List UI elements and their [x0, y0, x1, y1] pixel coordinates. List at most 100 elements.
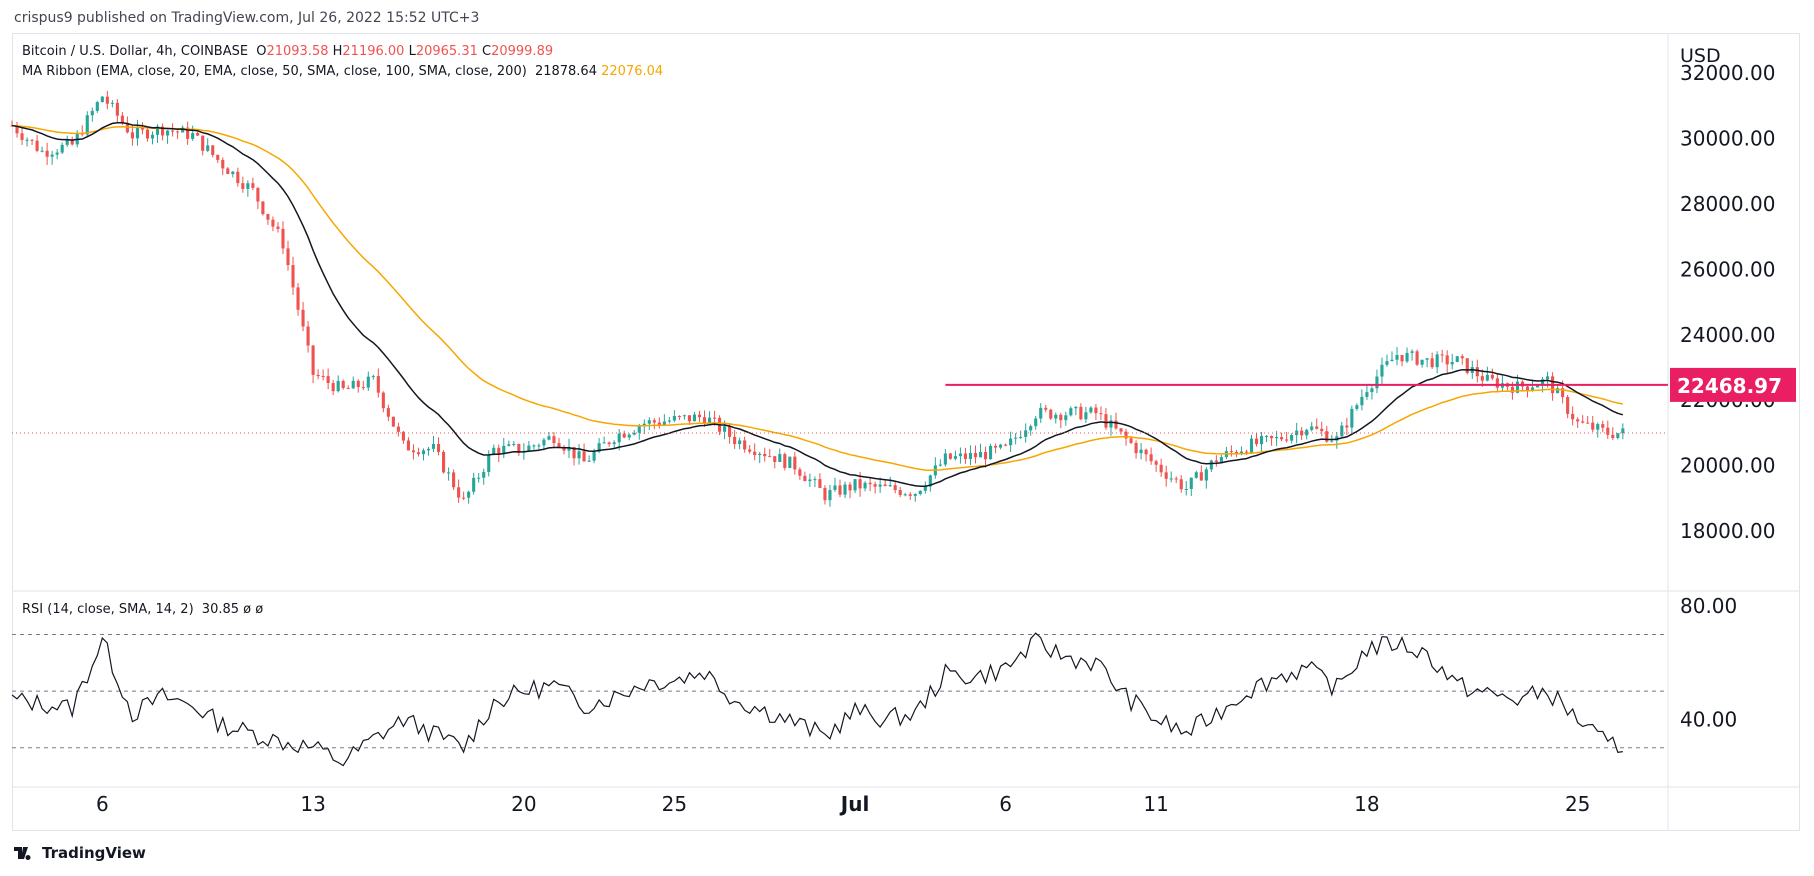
- candle-body: [130, 132, 134, 139]
- candle-body: [923, 486, 927, 491]
- candle-body: [1400, 354, 1404, 362]
- candle-body: [191, 133, 195, 139]
- candle-body: [452, 472, 456, 488]
- candle-body: [140, 127, 145, 130]
- candle-body: [702, 417, 707, 424]
- candle-body: [271, 219, 275, 227]
- candle-body: [1264, 435, 1269, 437]
- candle-body: [948, 453, 952, 459]
- candle-body: [371, 376, 375, 378]
- candle-body: [100, 96, 104, 103]
- candle-body: [928, 475, 932, 487]
- candle-body: [251, 183, 255, 188]
- candle-body: [1214, 460, 1218, 463]
- candle-body: [748, 449, 752, 452]
- candle-body: [848, 484, 852, 491]
- candle-body: [1149, 454, 1153, 462]
- candle-body: [361, 387, 365, 389]
- candle-body: [1124, 431, 1128, 439]
- candle-body: [1059, 414, 1063, 421]
- candle-body: [1079, 406, 1083, 420]
- candle-body: [166, 130, 170, 136]
- candle-body: [607, 442, 611, 445]
- candle-body: [60, 144, 64, 153]
- rsi-value: 30.85: [201, 602, 240, 617]
- candle-body: [1581, 421, 1585, 423]
- candle-body: [1019, 436, 1023, 438]
- candle-body: [386, 408, 390, 417]
- candle-body: [1355, 405, 1359, 409]
- candle-body: [958, 453, 962, 457]
- candle-body: [542, 439, 546, 446]
- candle-body: [1530, 387, 1535, 391]
- candle-body: [1069, 408, 1073, 416]
- candle-body: [707, 417, 712, 424]
- candle-body: [808, 479, 812, 482]
- candle-body: [1039, 407, 1043, 419]
- candle-body: [1561, 388, 1565, 398]
- candle-body: [557, 443, 561, 448]
- candle-body: [803, 475, 807, 482]
- candle-body: [1014, 437, 1018, 439]
- candle-body: [672, 416, 676, 421]
- candle-body: [1164, 472, 1168, 479]
- candle-body: [1254, 438, 1259, 445]
- candle-body: [1194, 472, 1198, 478]
- candle-body: [1606, 427, 1610, 435]
- candle-body: [85, 115, 89, 135]
- candle-body: [577, 451, 581, 459]
- candle-body: [457, 487, 461, 498]
- candle-body: [311, 345, 315, 375]
- candle-body: [868, 482, 872, 485]
- candle-body: [818, 479, 822, 488]
- candle-body: [276, 226, 280, 229]
- candle-body: [436, 444, 441, 452]
- candle-body: [236, 171, 240, 184]
- candle-body: [652, 420, 656, 423]
- candle-body: [411, 450, 416, 453]
- candle-body: [401, 431, 405, 441]
- time-tick-label: 25: [1565, 792, 1590, 816]
- candle-body: [1430, 358, 1434, 368]
- candle-body: [883, 484, 887, 487]
- rsi-legend: RSI (14, close, SMA, 14, 2) 30.85 ø ø: [22, 602, 263, 617]
- candle-body: [763, 453, 767, 457]
- candle-body: [15, 125, 19, 134]
- candle-body: [1209, 460, 1213, 470]
- candle-body: [336, 380, 340, 392]
- candle-body: [1300, 430, 1304, 436]
- candle-body: [366, 376, 370, 388]
- candle-body: [351, 380, 355, 389]
- candle-body: [1460, 356, 1464, 359]
- candle-body: [1114, 420, 1118, 429]
- candle-body: [1601, 424, 1605, 428]
- candle-body: [95, 102, 99, 111]
- high-value: 21196.00: [342, 44, 405, 59]
- candle-body: [110, 102, 114, 104]
- candle-body: [70, 139, 74, 145]
- price-axis-unit: USD: [1680, 45, 1721, 67]
- chart-frame: [12, 33, 1800, 831]
- candle-body: [773, 456, 777, 462]
- candle-body: [150, 134, 155, 139]
- candle-body: [677, 416, 681, 418]
- time-tick-label: 18: [1354, 792, 1379, 816]
- symbol-legend: Bitcoin / U.S. Dollar, 4h, COINBASE O210…: [22, 44, 553, 59]
- candle-body: [798, 469, 802, 476]
- candle-body: [286, 248, 290, 266]
- candle-body: [597, 443, 601, 452]
- candle-body: [1485, 374, 1489, 381]
- candle-body: [1621, 428, 1625, 434]
- candle-body: [1510, 386, 1514, 393]
- rsi-extra-1: ø: [243, 602, 252, 617]
- candle-body: [587, 460, 591, 462]
- candle-body: [1290, 435, 1294, 441]
- candle-body: [391, 416, 395, 427]
- candle-body: [196, 133, 200, 136]
- candle-body: [477, 477, 481, 479]
- candle-body: [517, 443, 521, 453]
- candle-body: [1275, 437, 1279, 439]
- candle-body: [617, 433, 621, 443]
- candle-body: [145, 129, 150, 139]
